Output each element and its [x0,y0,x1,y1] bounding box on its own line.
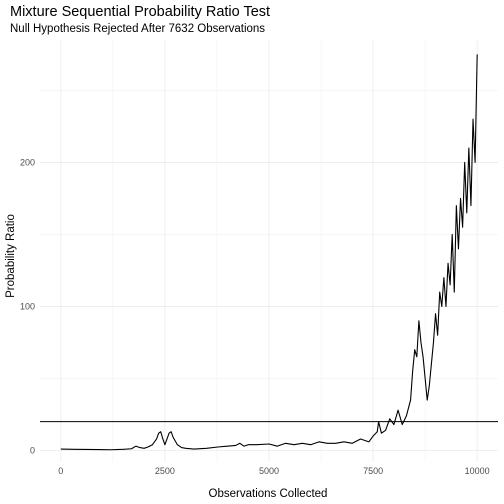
grid-major [40,40,498,462]
x-tick-label: 2500 [155,466,175,476]
x-tick-label: 5000 [259,466,279,476]
x-axis-title: Observations Collected [209,488,328,500]
y-tick-label: 100 [20,301,35,311]
chart-title: Mixture Sequential Probability Ratio Tes… [10,4,270,20]
chart-subtitle: Null Hypothesis Rejected After 7632 Obse… [10,23,265,35]
x-tick-label: 0 [58,466,63,476]
series-line-0 [60,54,478,451]
x-tick-label: 10000 [465,466,490,476]
y-tick-label: 200 [20,157,35,167]
x-axis-ticks: 0 2500 5000 7500 10000 [58,466,489,476]
y-tick-label: 0 [30,445,35,455]
x-tick-label: 7500 [363,466,383,476]
y-axis-ticks: 0 100 200 [20,157,35,455]
y-axis-title: Probability Ratio [5,214,17,298]
